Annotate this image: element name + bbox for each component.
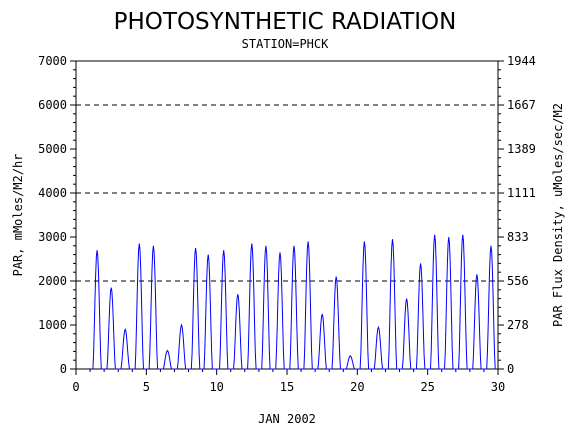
x-tick-label-5: 25 <box>420 380 434 394</box>
y-tick-label-5: 5000 <box>38 142 67 156</box>
x-tick-label-2: 10 <box>209 380 223 394</box>
x-axis-ticks: 0 5 10 15 20 25 30 <box>72 369 505 394</box>
y-tick-label-6: 6000 <box>38 98 67 112</box>
y-tick-label-3: 3000 <box>38 230 67 244</box>
chart-title: PHOTOSYNTHETIC RADIATION <box>114 9 457 35</box>
x-tick-label-6: 30 <box>491 380 505 394</box>
x-axis-label: JAN 2002 <box>258 412 316 426</box>
x-tick-label-0: 0 <box>72 380 79 394</box>
series-group <box>92 234 496 370</box>
y2-axis-label: PAR Flux Density, uMoles/sec/M2 <box>551 103 565 327</box>
y2-tick-label-0: 0 <box>507 362 514 376</box>
y2-tick-label-7: 1944 <box>507 54 536 68</box>
y2-tick-label-4: 1111 <box>507 186 536 200</box>
grid-lines <box>76 104 498 282</box>
y-tick-label-4: 4000 <box>38 186 67 200</box>
y-tick-label-2: 2000 <box>38 274 67 288</box>
y-tick-label-1: 1000 <box>38 318 67 332</box>
y2-tick-label-2: 556 <box>507 274 529 288</box>
x-tick-label-4: 20 <box>350 380 364 394</box>
y-axis-label: PAR, mMoles/M2/hr <box>11 154 25 277</box>
plot-frame <box>75 60 499 370</box>
x-tick-label-1: 5 <box>143 380 150 394</box>
chart-subtitle: STATION=PHCK <box>242 37 329 51</box>
y-axis-ticks: 0 1000 2000 3000 4000 5000 6000 7000 <box>38 54 76 376</box>
x-tick-label-3: 15 <box>280 380 294 394</box>
y2-tick-label-6: 1667 <box>507 98 536 112</box>
y2-axis-ticks: 0 278 556 833 1111 1389 1667 1944 <box>498 54 536 376</box>
y2-tick-label-1: 278 <box>507 318 529 332</box>
y2-tick-label-5: 1389 <box>507 142 536 156</box>
y-tick-label-7: 7000 <box>38 54 67 68</box>
y2-tick-label-3: 833 <box>507 230 529 244</box>
y-tick-label-0: 0 <box>60 362 67 376</box>
series-line-0 <box>92 234 496 370</box>
